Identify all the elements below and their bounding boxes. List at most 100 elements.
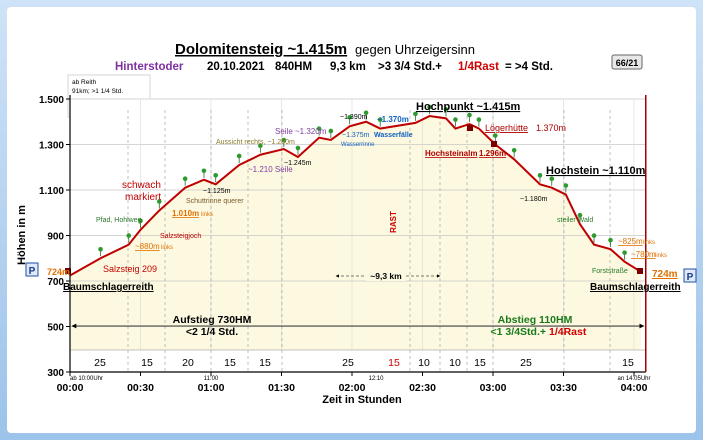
- title: Dolomitensteig ~1.415m: [175, 41, 347, 58]
- x-tick-label: 01:30: [268, 382, 295, 394]
- y-axis-label: Höhen in m: [16, 205, 28, 265]
- segment-minutes: 15: [622, 357, 634, 369]
- x-tick-label: 02:30: [409, 382, 436, 394]
- tree-icon: [467, 112, 472, 118]
- annotation: Baumschlagerreith: [590, 282, 681, 293]
- y-tick-label: 900: [47, 232, 64, 243]
- segment-minutes: 10: [418, 357, 430, 369]
- annotation: ~1.125m: [203, 188, 231, 195]
- annotation: ~780m: [631, 250, 656, 259]
- tree-icon: [316, 126, 322, 131]
- tree-icon: [537, 173, 543, 178]
- number: 66/21: [616, 58, 639, 68]
- parking-box: [683, 268, 697, 283]
- tree-icon: [413, 111, 418, 117]
- segment-minutes: 25: [94, 357, 106, 369]
- info-line: 91km; >1 1/4 Std.: [72, 88, 123, 95]
- tree-icon: [427, 104, 432, 110]
- ascent: Aufstieg 730HM: [173, 314, 252, 326]
- y-tick-label: 500: [47, 323, 64, 334]
- annotation: Aussicht rechts, ~1.280m: [216, 139, 295, 146]
- descent: Abstieg 110HM: [498, 314, 573, 326]
- tree-icon: [511, 147, 517, 153]
- x-tick-label: 03:30: [550, 382, 577, 394]
- annotation: Wasserrinne: [341, 142, 375, 148]
- km-label-bg: [366, 269, 406, 281]
- tree-icon: [157, 199, 162, 204]
- header-date: 20.10.2021: [207, 61, 265, 73]
- y-tick-label: 1.300: [39, 141, 64, 152]
- tree-icon: [236, 153, 242, 159]
- tree-icon: [493, 133, 498, 138]
- x-tick-label: 01:00: [198, 382, 225, 394]
- ascent-time: <2 1/4 Std.: [186, 326, 238, 338]
- annotation: ~1.210 Seile: [248, 165, 293, 174]
- annotation: ~1.375m: [342, 132, 370, 139]
- parking: P: [687, 272, 694, 283]
- header-rest: 1/4Rast: [458, 61, 499, 73]
- annotation: 724m: [47, 267, 70, 277]
- annotation: links: [201, 212, 213, 218]
- annotation: steiler Wald: [557, 217, 593, 224]
- segment-minutes: 25: [520, 357, 532, 369]
- elevation-area: [70, 116, 642, 372]
- annotation: Wasserfälle: [374, 132, 413, 139]
- tree-icon: [377, 117, 383, 122]
- distance-marker: ~9,3 km: [370, 271, 402, 281]
- y-tick-label: 700: [47, 277, 64, 288]
- annotation: ~825m: [618, 237, 643, 246]
- annotation: 1.010m: [172, 209, 199, 218]
- tree-icon: [622, 250, 627, 255]
- segment-minutes: 15: [224, 357, 236, 369]
- tree-icon: [328, 128, 334, 134]
- parking-box: [25, 262, 39, 277]
- annotation: Baumschlagerreith: [63, 282, 154, 293]
- y-tick-label: 1.100: [39, 186, 64, 197]
- segment-minutes: 15: [388, 357, 400, 369]
- hut-icon: [65, 268, 71, 274]
- y-tick-label: 300: [47, 368, 64, 379]
- header-distance: 9,3 km: [330, 61, 366, 73]
- tree-icon: [182, 176, 188, 182]
- time-note: an 14:05Uhr: [617, 376, 650, 382]
- header-duration: >3 3/4 Std.+: [378, 61, 442, 73]
- annotation: Salzsteigjoch: [160, 233, 201, 240]
- header-total: = >4 Std.: [505, 61, 553, 73]
- annotation: ~1.180m: [520, 196, 548, 203]
- annotation: ~1.245m: [284, 160, 312, 167]
- segment-minutes: 15: [259, 357, 271, 369]
- tree-icon: [549, 176, 555, 182]
- x-tick-label: 00:30: [127, 382, 154, 394]
- annotation: Seile ~1.320m: [275, 127, 327, 136]
- title-suffix: gegen Uhrzeigersinn: [355, 42, 475, 57]
- tree-icon: [363, 110, 369, 116]
- header-place: Hinterstoder: [115, 61, 184, 73]
- header-ascent: 840HM: [275, 61, 312, 73]
- descent-time: <1 3/4Std.+: [491, 326, 546, 338]
- parking: P: [29, 266, 36, 277]
- x-tick-label: 02:00: [339, 382, 366, 394]
- annotation: links: [643, 240, 655, 246]
- tree-icon: [213, 173, 218, 178]
- x-tick-label: 03:00: [480, 382, 507, 394]
- annotation: Lögerhütte: [485, 123, 528, 133]
- x-axis-label: Zeit in Stunden: [322, 394, 402, 406]
- y-tick-label: 1.500: [39, 95, 64, 106]
- segment-minutes: 10: [449, 357, 461, 369]
- annotation: ~880m: [135, 242, 160, 251]
- annotation: 1.370m: [536, 123, 566, 133]
- annotation: 724m: [652, 269, 678, 280]
- time-note: 11:00: [204, 376, 219, 382]
- annotation: ~1.390m: [340, 114, 368, 121]
- annotation: schwach: [122, 180, 161, 191]
- x-tick-label: 00:00: [57, 382, 84, 394]
- annotation: Salzsteig 209: [103, 264, 157, 274]
- tree-icon: [563, 183, 569, 188]
- tree-icon: [281, 137, 287, 143]
- segment-minutes: 15: [141, 357, 153, 369]
- hut-icon: [467, 125, 473, 131]
- tree-icon: [591, 233, 597, 238]
- rest-marker: RAST: [389, 211, 398, 233]
- number-box: [611, 54, 643, 70]
